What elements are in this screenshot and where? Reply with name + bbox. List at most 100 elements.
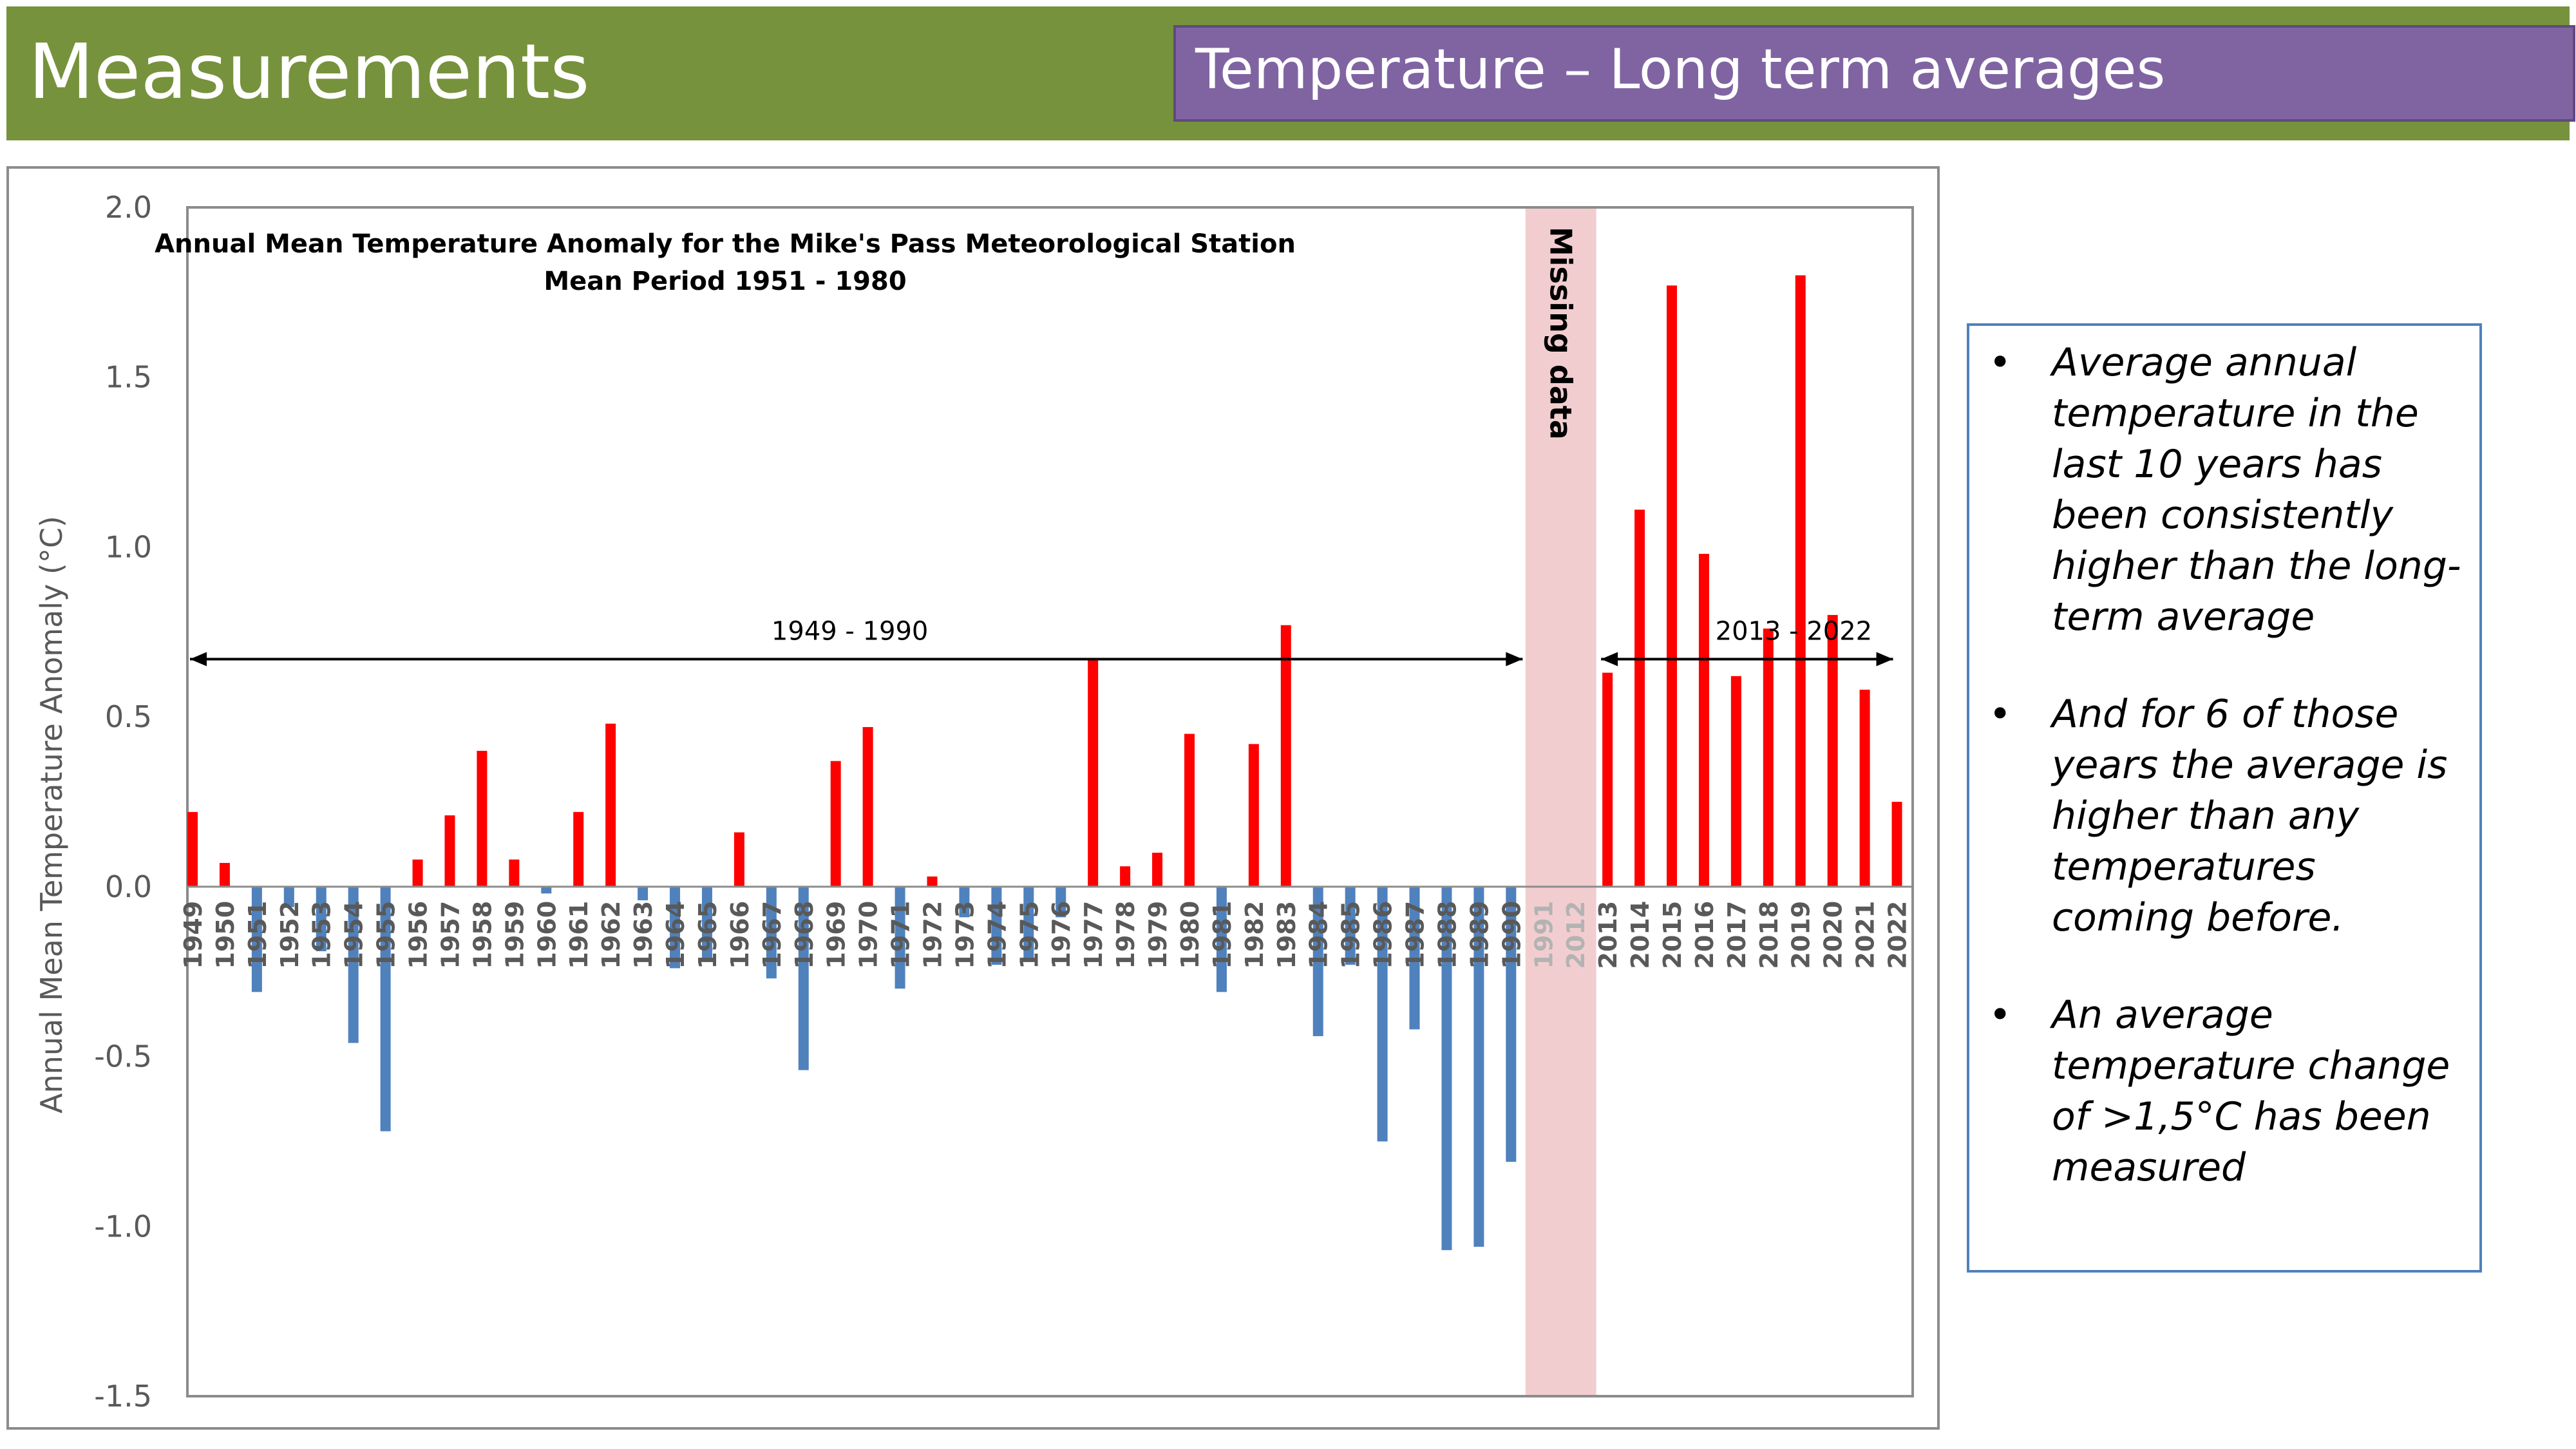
x-tick-label: 1958 (468, 901, 497, 969)
y-tick-label: -0.5 (94, 1039, 152, 1074)
summary-bullet: • An average temperature change of >1,5°… (1985, 990, 2468, 1193)
x-tick-label: 1980 (1176, 901, 1204, 969)
header-bar: Measurements Temperature – Long term ave… (6, 6, 2575, 140)
subtitle-banner: Temperature – Long term averages (1173, 25, 2575, 122)
x-tick-label: 2012 (1562, 901, 1590, 969)
summary-list: • Average annual temperature in the last… (1985, 337, 2468, 1240)
bar-1957 (444, 815, 455, 887)
x-tick-label: 1960 (533, 901, 561, 969)
x-tick-label: 2021 (1852, 901, 1880, 969)
x-tick-label: 1972 (918, 901, 947, 969)
x-tick-label: 1988 (1433, 901, 1461, 969)
summary-bullet: • Average annual temperature in the last… (1985, 337, 2468, 643)
bar-1982 (1248, 744, 1259, 887)
bar-1971 (895, 886, 905, 989)
bar-1980 (1184, 734, 1195, 887)
y-axis-label: Annual Mean Temperature Anomaly (°C) (34, 516, 69, 1113)
bullet-symbol: • (1989, 992, 2012, 1037)
bar-1976 (1056, 886, 1066, 918)
bar-2015 (1666, 285, 1677, 887)
y-tick-label: 0.0 (105, 869, 152, 904)
bullet-text: And for 6 of those years the average is … (2052, 692, 2448, 940)
x-tick-label: 1987 (1401, 901, 1430, 969)
bar-2013 (1602, 672, 1613, 887)
x-tick-label: 1969 (822, 901, 851, 969)
x-tick-label: 1962 (597, 901, 625, 969)
x-tick-label: 1967 (758, 901, 786, 969)
x-tick-label: 1959 (500, 901, 529, 969)
x-tick-label: 1951 (243, 901, 272, 969)
bar-1969 (830, 761, 841, 887)
missing-data-band (1525, 207, 1596, 1396)
bar-2020 (1827, 614, 1838, 887)
subtitle-text: Temperature – Long term averages (1195, 37, 2166, 102)
x-tick-label: 1976 (1047, 901, 1075, 969)
bar-2019 (1795, 275, 1806, 887)
y-tick-label: 1.5 (105, 360, 152, 395)
bar-1981 (1216, 886, 1227, 992)
bar-2017 (1730, 676, 1741, 887)
bar-1983 (1280, 625, 1291, 887)
plot-area-border (186, 206, 1914, 1397)
x-tick-label: 2016 (1690, 901, 1719, 969)
temperature-anomaly-chart: Missing data 2.0 1.5 1.0 0.5 0.0 -0.5 -1.0 -1.5… (34, 190, 1914, 1414)
x-tick-label: 1977 (1079, 901, 1108, 969)
x-tick-label: 1961 (565, 901, 593, 969)
bar-1972 (927, 876, 938, 887)
bar-1979 (1152, 853, 1163, 887)
x-tick-label: 2015 (1658, 901, 1687, 969)
bar-1966 (734, 832, 744, 887)
bar-1985 (1345, 886, 1356, 965)
bar-1977 (1088, 659, 1099, 887)
x-tick-label: 2020 (1819, 901, 1848, 969)
bar-1955 (380, 886, 391, 1132)
x-tick-label: 1956 (404, 901, 433, 969)
bar-1953 (316, 886, 327, 952)
x-tick-label: 1975 (1015, 901, 1043, 969)
x-tick-label: 2022 (1884, 901, 1912, 969)
bar-1954 (348, 886, 359, 1043)
x-tick-label: 2018 (1755, 901, 1783, 969)
x-tick-label: 1964 (661, 901, 690, 969)
missing-data-label: Missing data (1544, 227, 1578, 440)
range-label-1949-1990: 1949 - 1990 (772, 616, 928, 646)
bar-1951 (251, 886, 262, 992)
range-arrow-1949-1990 (190, 652, 1523, 667)
bar-1975 (1023, 886, 1034, 958)
x-tick-label: 2017 (1723, 901, 1751, 969)
x-tick-label: 1955 (372, 901, 401, 969)
bar-1987 (1409, 886, 1420, 1030)
range-label-2013-2022: 2013 - 2022 (1716, 616, 1872, 646)
x-tick-label: 1974 (983, 901, 1011, 969)
summary-bullet: • And for 6 of those years the average i… (1985, 689, 2468, 943)
x-tick-label: 1982 (1240, 901, 1269, 969)
bar-2021 (1859, 689, 1870, 887)
x-tick-label: 1973 (951, 901, 979, 969)
bar-1963 (638, 886, 649, 900)
x-tick-label: 1985 (1337, 901, 1365, 969)
y-tick-label: 0.5 (105, 699, 152, 734)
y-tick-label: 2.0 (105, 190, 152, 225)
bar-1962 (605, 723, 616, 887)
bar-2016 (1698, 553, 1709, 887)
bullet-symbol: • (1989, 692, 2012, 737)
bullet-symbol: • (1989, 340, 2012, 385)
x-tick-label: 1989 (1465, 901, 1493, 969)
x-tick-label: 1986 (1369, 901, 1397, 969)
x-tick-label: 2019 (1787, 901, 1815, 969)
bar-1988 (1441, 886, 1452, 1251)
x-tick-label: 1950 (211, 901, 240, 969)
bar-2014 (1634, 509, 1645, 887)
chart-subtitle: Mean Period 1951 - 1980 (544, 267, 906, 296)
bar-1967 (766, 886, 777, 979)
x-tick-label: 1952 (276, 901, 304, 969)
bar-1974 (991, 886, 1002, 965)
x-tick-label: 1965 (694, 901, 722, 969)
bar-1952 (283, 886, 294, 907)
bar-1973 (959, 886, 970, 918)
x-tick-label: 1991 (1530, 901, 1558, 969)
bar-1965 (701, 886, 712, 961)
bar-1989 (1473, 886, 1484, 1247)
y-tick-label: -1.5 (94, 1379, 152, 1414)
summary-box: • Average annual temperature in the last… (1967, 323, 2482, 1273)
